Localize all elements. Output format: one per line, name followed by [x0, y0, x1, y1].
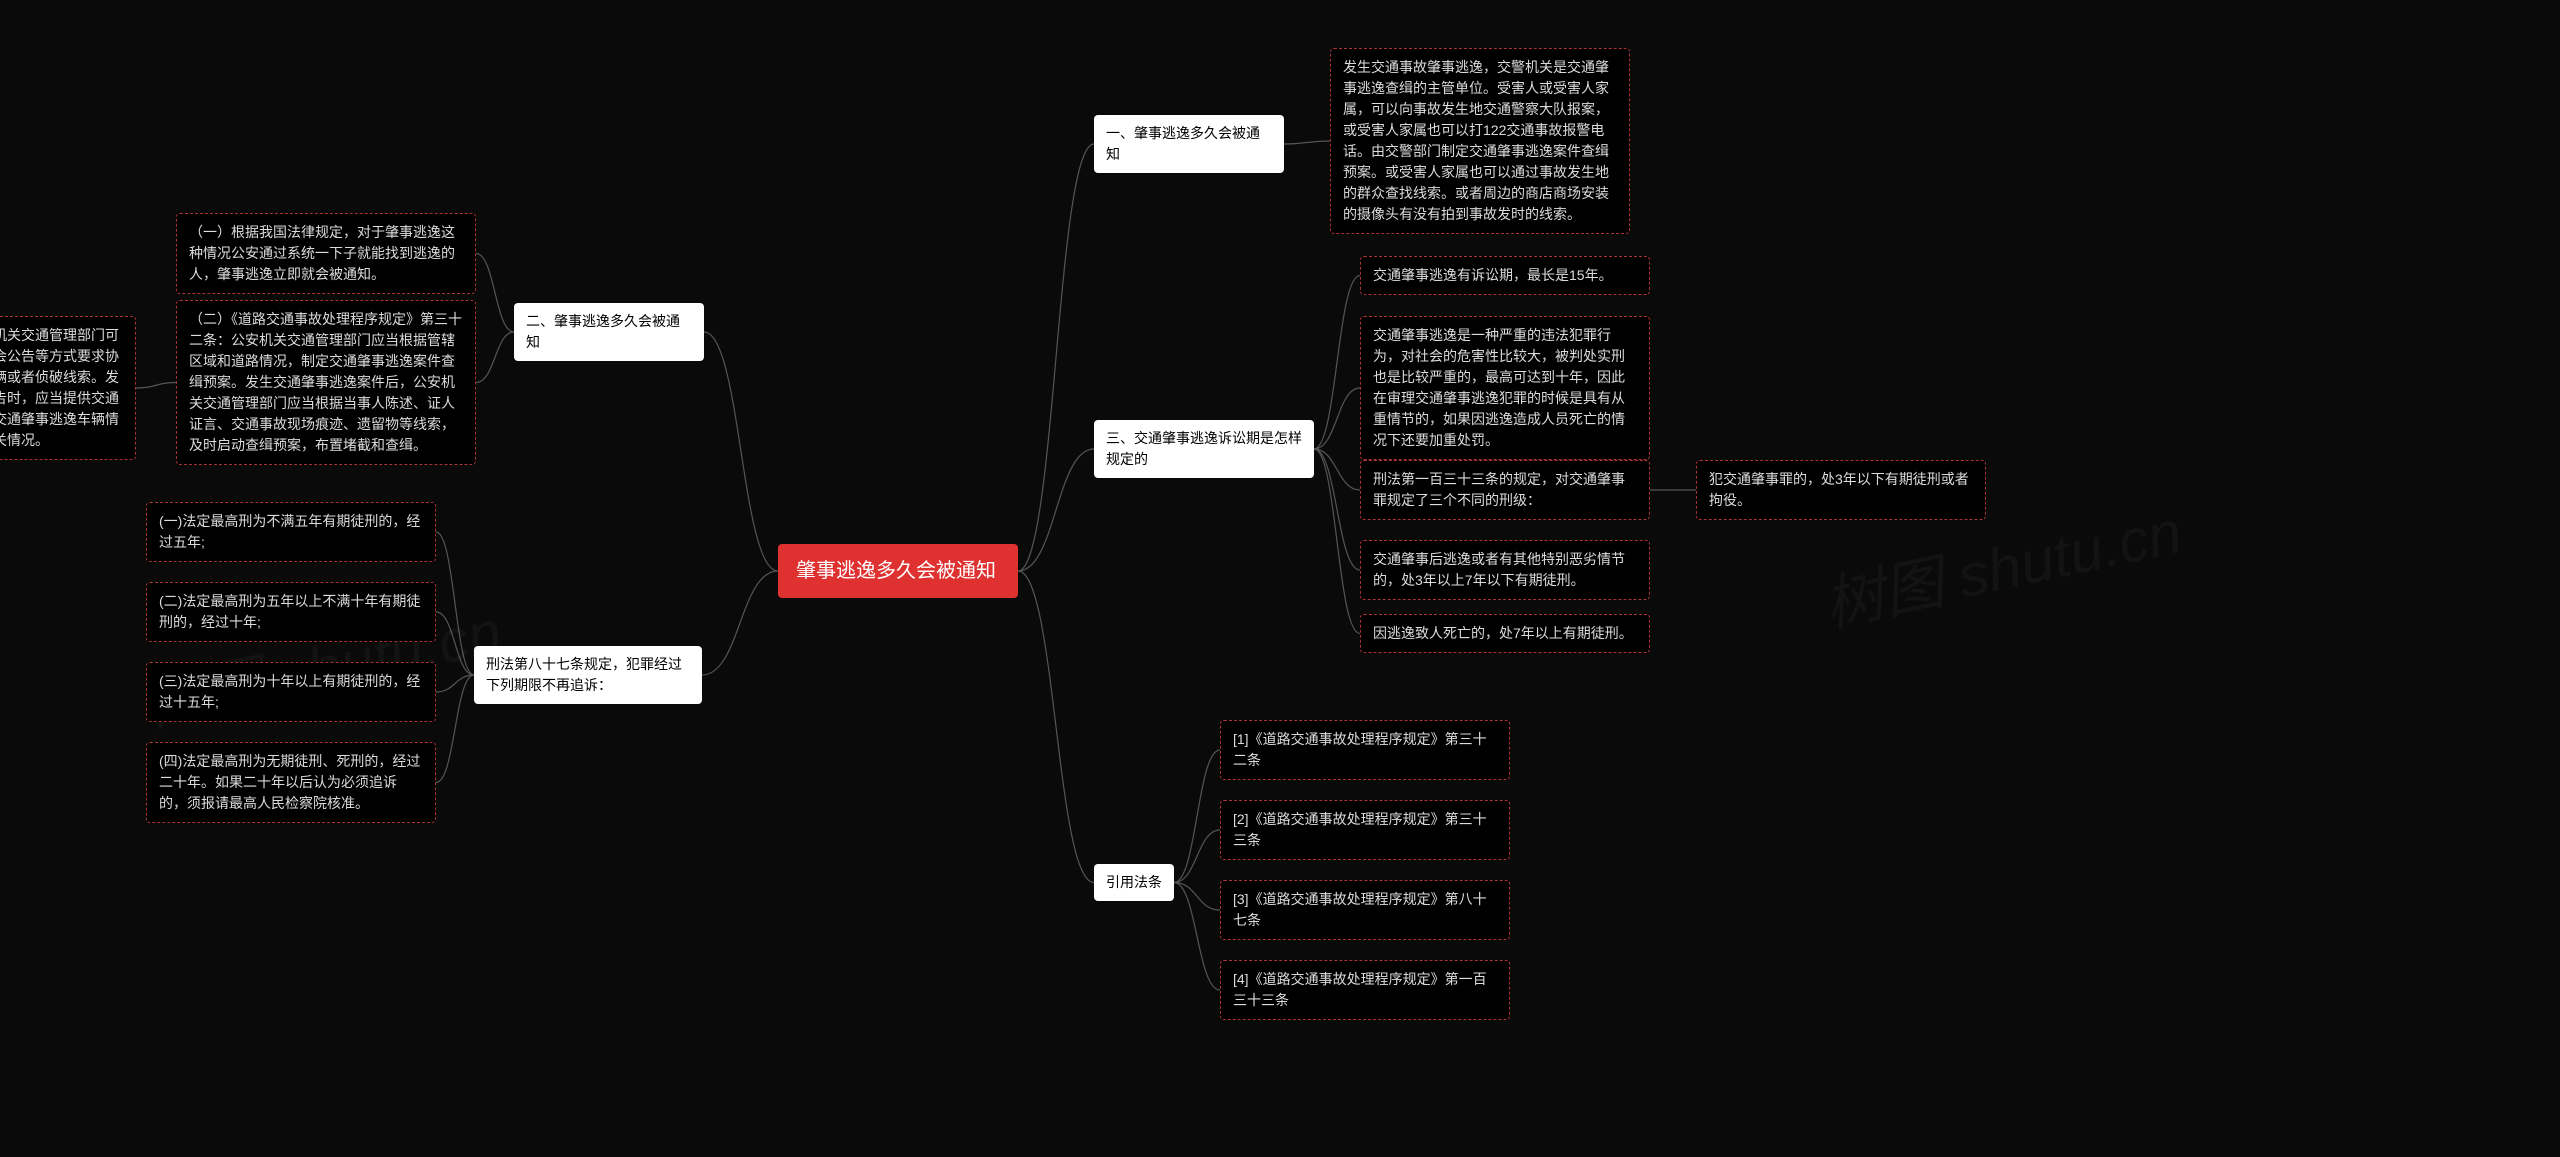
branch-label: 三、交通肇事逃逸诉讼期是怎样规定的 — [1106, 430, 1302, 467]
branch-article-87[interactable]: 刑法第八十七条规定，犯罪经过下列期限不再追诉： — [474, 646, 702, 704]
branch-label: 引用法条 — [1106, 874, 1162, 890]
leaf-text: 犯交通肇事罪的，处3年以下有期徒刑或者拘役。 — [1709, 471, 1969, 508]
leaf-text: （二）《道路交通事故处理程序规定》第三十二条：公安机关交通管理部门应当根据管辖区… — [189, 311, 462, 453]
leaf-node[interactable]: 刑法第一百三十三条的规定，对交通肇事罪规定了三个不同的刑级： — [1360, 460, 1650, 520]
leaf-node[interactable]: [2]《道路交通事故处理程序规定》第三十三条 — [1220, 800, 1510, 860]
leaf-text: 因逃逸致人死亡的，处7年以上有期徒刑。 — [1373, 625, 1633, 641]
root-node[interactable]: 肇事逃逸多久会被通知 — [778, 544, 1018, 598]
leaf-node[interactable]: 第三十三条：案发地公安机关交通管理部门可以通过发协查通报、向社会公告等方式要求协… — [0, 316, 136, 460]
leaf-text: 发生交通事故肇事逃逸，交警机关是交通肇事逃逸查缉的主管单位。受害人或受害人家属，… — [1343, 59, 1609, 222]
leaf-text: (二)法定最高刑为五年以上不满十年有期徒刑的，经过十年; — [159, 593, 420, 630]
leaf-text: （一）根据我国法律规定，对于肇事逃逸这种情况公安通过系统一下子就能找到逃逸的人，… — [189, 224, 455, 282]
leaf-text: [1]《道路交通事故处理程序规定》第三十二条 — [1233, 731, 1487, 768]
leaf-node[interactable]: 发生交通事故肇事逃逸，交警机关是交通肇事逃逸查缉的主管单位。受害人或受害人家属，… — [1330, 48, 1630, 234]
leaf-node[interactable]: （一）根据我国法律规定，对于肇事逃逸这种情况公安通过系统一下子就能找到逃逸的人，… — [176, 213, 476, 294]
branch-label: 二、肇事逃逸多久会被通知 — [526, 313, 680, 350]
leaf-node[interactable]: (一)法定最高刑为不满五年有期徒刑的，经过五年; — [146, 502, 436, 562]
leaf-node[interactable]: 交通肇事逃逸有诉讼期，最长是15年。 — [1360, 256, 1650, 295]
leaf-node[interactable]: [3]《道路交通事故处理程序规定》第八十七条 — [1220, 880, 1510, 940]
branch-label: 刑法第八十七条规定，犯罪经过下列期限不再追诉： — [486, 656, 682, 693]
branch-section-2[interactable]: 二、肇事逃逸多久会被通知 — [514, 303, 704, 361]
leaf-node[interactable]: (三)法定最高刑为十年以上有期徒刑的，经过十五年; — [146, 662, 436, 722]
leaf-text: 交通肇事逃逸有诉讼期，最长是15年。 — [1373, 267, 1613, 283]
mindmap-canvas: 树图 shutu.cn 树图 shutu.cn 肇事逃逸多久会被通知 一、肇事逃… — [0, 0, 2560, 1157]
branch-label: 一、肇事逃逸多久会被通知 — [1106, 125, 1260, 162]
branch-section-3[interactable]: 三、交通肇事逃逸诉讼期是怎样规定的 — [1094, 420, 1314, 478]
leaf-node[interactable]: (四)法定最高刑为无期徒刑、死刑的，经过二十年。如果二十年以后认为必须追诉的，须… — [146, 742, 436, 823]
leaf-node[interactable]: 交通肇事逃逸是一种严重的违法犯罪行为，对社会的危害性比较大，被判处实刑也是比较严… — [1360, 316, 1650, 460]
leaf-node[interactable]: [1]《道路交通事故处理程序规定》第三十二条 — [1220, 720, 1510, 780]
leaf-text: 交通肇事后逃逸或者有其他特别恶劣情节的，处3年以上7年以下有期徒刑。 — [1373, 551, 1625, 588]
leaf-text: [2]《道路交通事故处理程序规定》第三十三条 — [1233, 811, 1487, 848]
leaf-text: 交通肇事逃逸是一种严重的违法犯罪行为，对社会的危害性比较大，被判处实刑也是比较严… — [1373, 327, 1625, 448]
leaf-text: 刑法第一百三十三条的规定，对交通肇事罪规定了三个不同的刑级： — [1373, 471, 1625, 508]
branch-section-1[interactable]: 一、肇事逃逸多久会被通知 — [1094, 115, 1284, 173]
leaf-text: (四)法定最高刑为无期徒刑、死刑的，经过二十年。如果二十年以后认为必须追诉的，须… — [159, 753, 420, 811]
leaf-node[interactable]: 因逃逸致人死亡的，处7年以上有期徒刑。 — [1360, 614, 1650, 653]
leaf-node[interactable]: [4]《道路交通事故处理程序规定》第一百三十三条 — [1220, 960, 1510, 1020]
leaf-node[interactable]: （二）《道路交通事故处理程序规定》第三十二条：公安机关交通管理部门应当根据管辖区… — [176, 300, 476, 465]
leaf-node[interactable]: 交通肇事后逃逸或者有其他特别恶劣情节的，处3年以上7年以下有期徒刑。 — [1360, 540, 1650, 600]
leaf-text: (三)法定最高刑为十年以上有期徒刑的，经过十五年; — [159, 673, 420, 710]
leaf-text: 第三十三条：案发地公安机关交通管理部门可以通过发协查通报、向社会公告等方式要求协… — [0, 327, 119, 448]
leaf-node[interactable]: 犯交通肇事罪的，处3年以下有期徒刑或者拘役。 — [1696, 460, 1986, 520]
leaf-text: (一)法定最高刑为不满五年有期徒刑的，经过五年; — [159, 513, 420, 550]
leaf-text: [3]《道路交通事故处理程序规定》第八十七条 — [1233, 891, 1487, 928]
root-label: 肇事逃逸多久会被通知 — [796, 560, 996, 582]
leaf-text: [4]《道路交通事故处理程序规定》第一百三十三条 — [1233, 971, 1487, 1008]
leaf-node[interactable]: (二)法定最高刑为五年以上不满十年有期徒刑的，经过十年; — [146, 582, 436, 642]
branch-references[interactable]: 引用法条 — [1094, 864, 1174, 901]
